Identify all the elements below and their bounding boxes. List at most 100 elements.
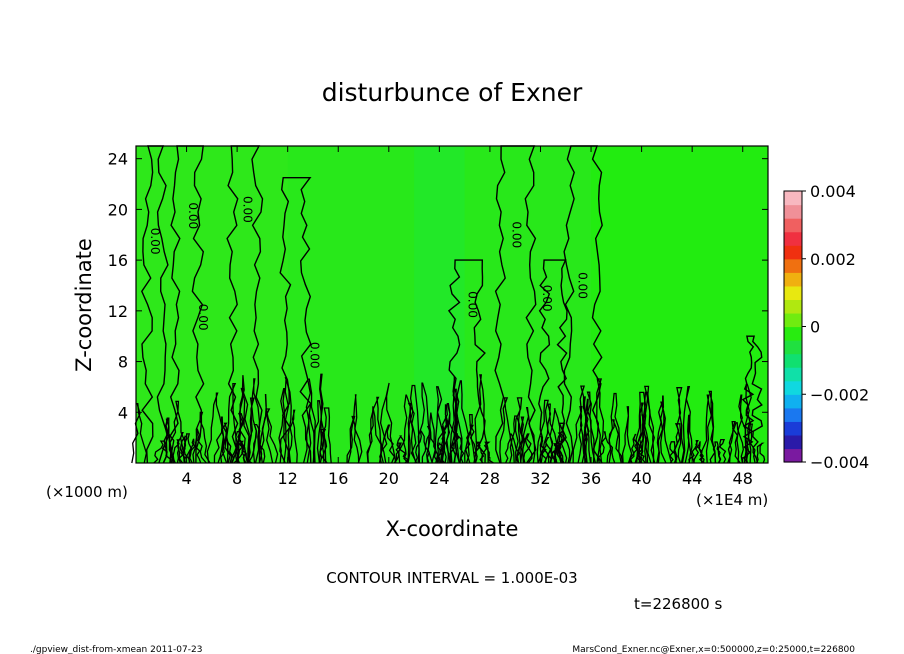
contour-line [213, 416, 231, 464]
field-bands [136, 146, 768, 463]
x-tick-label: 8 [232, 469, 242, 488]
contour-label: 0.00 [510, 221, 524, 248]
contour-interval-text: CONTOUR INTERVAL = 1.000E-03 [326, 569, 577, 587]
x-tick-label: 44 [682, 469, 702, 488]
contour-line [407, 402, 418, 464]
contour-line [453, 388, 463, 464]
contour-line [700, 394, 717, 464]
colorbar-step [784, 231, 802, 246]
x-axis-ticks: 4 8 12 16 20 24 28 32 36 40 44 48 [181, 146, 753, 488]
contour-line [287, 409, 298, 464]
field-band [136, 146, 288, 463]
x-unit-right: (×1E4 m) [696, 491, 768, 509]
colorbar-step [784, 434, 802, 450]
contour-labels: 0.00 0.00 0.00 0.00 0.00 0.00 0.00 0.00 0.00 [148, 196, 589, 369]
contour-line [634, 402, 652, 464]
contour-line [572, 385, 592, 464]
contour-line [538, 259, 568, 464]
y-tick-label: 8 [118, 353, 128, 372]
contour-line [597, 431, 616, 464]
contour-line [656, 401, 667, 464]
x-tick-label: 24 [429, 469, 449, 488]
contour-line [693, 441, 705, 464]
contour-line [581, 396, 589, 464]
contour-label: 0.00 [540, 285, 554, 312]
contour-line [247, 378, 261, 464]
plot-frame [135, 145, 769, 464]
y-tick-label: 20 [108, 200, 128, 219]
colorbar-step [784, 191, 802, 206]
contour-label: 0.00 [196, 304, 210, 331]
contour-line [414, 430, 430, 464]
contour-line [447, 259, 486, 464]
contour-line [755, 442, 766, 464]
contour-line [656, 395, 673, 464]
colorbar: 0.004 0.002 0 −0.002 −0.004 [783, 182, 869, 472]
contour-line [727, 422, 744, 464]
contour-line [514, 397, 523, 464]
x-tick-label: 36 [581, 469, 601, 488]
contour-line [393, 442, 409, 464]
contour-label: 0.00 [575, 272, 589, 299]
x-tick-label: 16 [328, 469, 348, 488]
contour-line [183, 438, 202, 464]
x-axis-label: X-coordinate [386, 517, 519, 541]
footer-right: MarsCond_Exner.nc@Exner,x=0:500000,z=0:2… [572, 645, 855, 654]
y-tick-label: 4 [118, 403, 128, 422]
contour-line [234, 413, 249, 464]
contour-line [727, 420, 741, 464]
x-tick-label: 28 [480, 469, 500, 488]
contour-line [131, 403, 148, 464]
colorbar-step [784, 353, 802, 368]
contour-line [279, 177, 312, 464]
x-tick-label: 48 [733, 469, 753, 488]
contour-line [237, 375, 250, 464]
contour-label: 0.00 [465, 291, 479, 318]
colorbar-step [784, 258, 802, 273]
contour-line [247, 423, 266, 464]
colorbar-tick-label: 0.002 [810, 250, 856, 269]
contour-line [367, 406, 385, 464]
contour-line [608, 392, 622, 464]
y-tick-label: 24 [108, 150, 128, 169]
contour-line [220, 428, 235, 464]
contour-line [583, 391, 595, 464]
contour-line [736, 394, 747, 464]
contour-line [523, 433, 533, 464]
contour-line [596, 378, 605, 464]
contour-line [426, 412, 439, 464]
contour-line [378, 382, 397, 464]
contour-line [673, 387, 685, 464]
contour-line [394, 435, 409, 464]
chart-title: disturbunce of Exner [322, 78, 583, 107]
colorbar-tick-label: 0 [810, 318, 820, 337]
colorbar-step [784, 326, 802, 341]
colorbar-step [784, 394, 802, 409]
colorbar-step [784, 272, 802, 287]
contour-line [172, 439, 184, 464]
x-unit-left: (×1000 m) [46, 483, 128, 501]
contour-label: 0.00 [186, 202, 200, 229]
colorbar-step [784, 312, 802, 328]
x-tick-label: 32 [530, 469, 550, 488]
contour-label: 0.00 [307, 342, 321, 369]
colorbar-tick-label: 0.004 [810, 182, 856, 201]
colorbar-step [784, 421, 802, 436]
colorbar-step [784, 245, 802, 260]
colorbar-step [784, 340, 802, 355]
x-tick-label: 20 [379, 469, 399, 488]
contour-line [583, 398, 597, 464]
contour-line [259, 393, 274, 464]
colorbar-step [784, 380, 802, 395]
contour-line [709, 441, 721, 464]
y-axis-label: Z-coordinate [72, 238, 96, 372]
contour-line [464, 424, 478, 464]
contour-line [673, 423, 682, 464]
contour-line [504, 433, 520, 464]
contour-line [162, 418, 174, 464]
contour-line [440, 416, 452, 464]
footer-left: ./gpview_dist-from-xmean 2011-07-23 [30, 645, 202, 654]
contour-label: 0.00 [240, 196, 254, 223]
contour-line [635, 391, 647, 464]
